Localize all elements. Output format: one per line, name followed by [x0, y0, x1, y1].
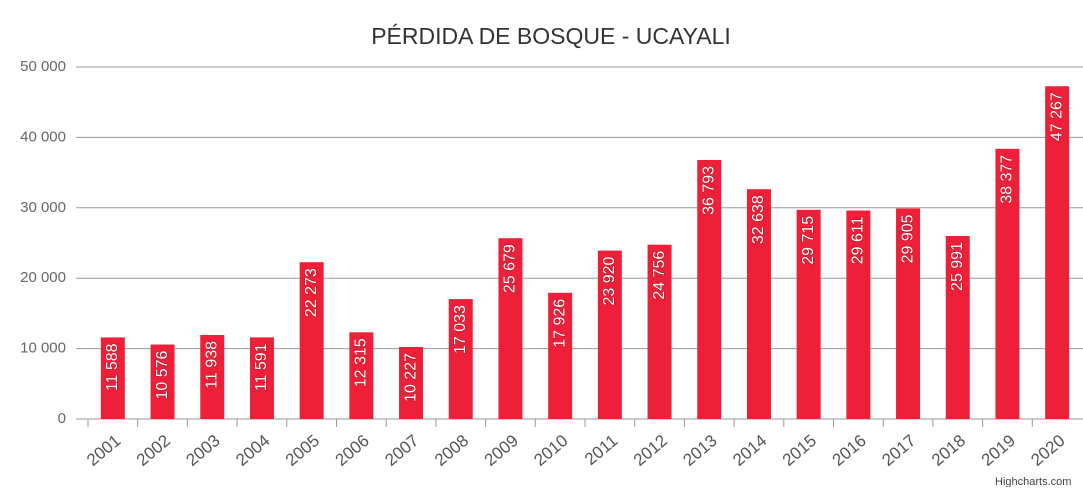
x-tick-label: 2014 [729, 431, 770, 470]
x-tick-label: 2006 [332, 431, 373, 470]
value-label: 17 033 [452, 305, 469, 354]
bar [746, 189, 771, 419]
bar [846, 210, 871, 419]
value-label: 38 377 [999, 155, 1016, 204]
bar [995, 148, 1020, 419]
value-label: 17 926 [551, 299, 568, 348]
y-tick-label: 20 000 [20, 269, 66, 286]
credit: Highcharts.com [995, 476, 1071, 487]
value-label: 24 756 [651, 251, 668, 300]
bar [647, 244, 672, 419]
value-label: 29 905 [899, 214, 916, 263]
x-tick-label: 2019 [978, 431, 1019, 470]
bar [249, 337, 274, 419]
bar [896, 208, 921, 419]
bar [448, 299, 473, 419]
x-tick-label: 2003 [183, 431, 224, 470]
x-tick-label: 2015 [779, 431, 820, 470]
value-label: 25 991 [949, 242, 966, 291]
value-label: 25 679 [502, 244, 519, 293]
value-label: 29 611 [850, 216, 867, 264]
x-tick-label: 2016 [829, 431, 870, 470]
bar [399, 347, 424, 419]
y-tick-label: 10 000 [20, 340, 66, 357]
value-label: 29 715 [800, 216, 817, 265]
x-tick-label: 2011 [581, 431, 621, 469]
value-label: 22 273 [303, 268, 320, 317]
y-tick-label: 40 000 [20, 128, 66, 145]
x-tick-label: 2020 [1027, 431, 1068, 470]
x-tick-label: 2018 [928, 431, 969, 470]
x-tick-label: 2012 [630, 431, 671, 470]
value-label: 10 576 [154, 350, 171, 399]
bar [548, 292, 573, 419]
value-label: 36 793 [700, 166, 717, 215]
bar [100, 337, 125, 419]
value-label: 10 227 [402, 353, 419, 402]
bar [200, 334, 225, 419]
y-tick-label: 30 000 [20, 199, 66, 216]
y-tick-label: 50 000 [20, 58, 66, 75]
value-label: 11 591 [253, 343, 270, 391]
bar [299, 262, 324, 419]
bar [498, 238, 523, 419]
x-tick-label: 2017 [878, 431, 919, 470]
y-tick-label: 0 [58, 410, 66, 427]
chart-title: PÉRDIDA DE BOSQUE - UCAYALI [371, 23, 731, 49]
x-tick-label: 2002 [133, 431, 174, 470]
x-tick-label: 2009 [481, 431, 522, 470]
bar [945, 236, 970, 419]
bar [1045, 86, 1070, 419]
x-tick-label: 2005 [282, 431, 323, 470]
value-label: 11 938 [203, 341, 220, 389]
bar [697, 159, 722, 419]
value-label: 47 267 [1048, 92, 1065, 141]
bar [150, 344, 175, 419]
bar [796, 209, 821, 419]
x-tick-label: 2013 [680, 431, 721, 470]
x-tick-label: 2008 [431, 431, 472, 470]
bar [597, 250, 622, 419]
value-label: 12 315 [353, 338, 370, 387]
value-label: 11 588 [104, 343, 121, 391]
bar [349, 332, 374, 419]
value-label: 23 920 [601, 257, 618, 306]
x-tick-label: 2001 [83, 431, 124, 470]
value-label: 32 638 [750, 195, 767, 244]
x-tick-label: 2010 [530, 431, 571, 470]
x-tick-label: 2007 [381, 431, 422, 470]
x-tick-label: 2004 [232, 431, 273, 470]
